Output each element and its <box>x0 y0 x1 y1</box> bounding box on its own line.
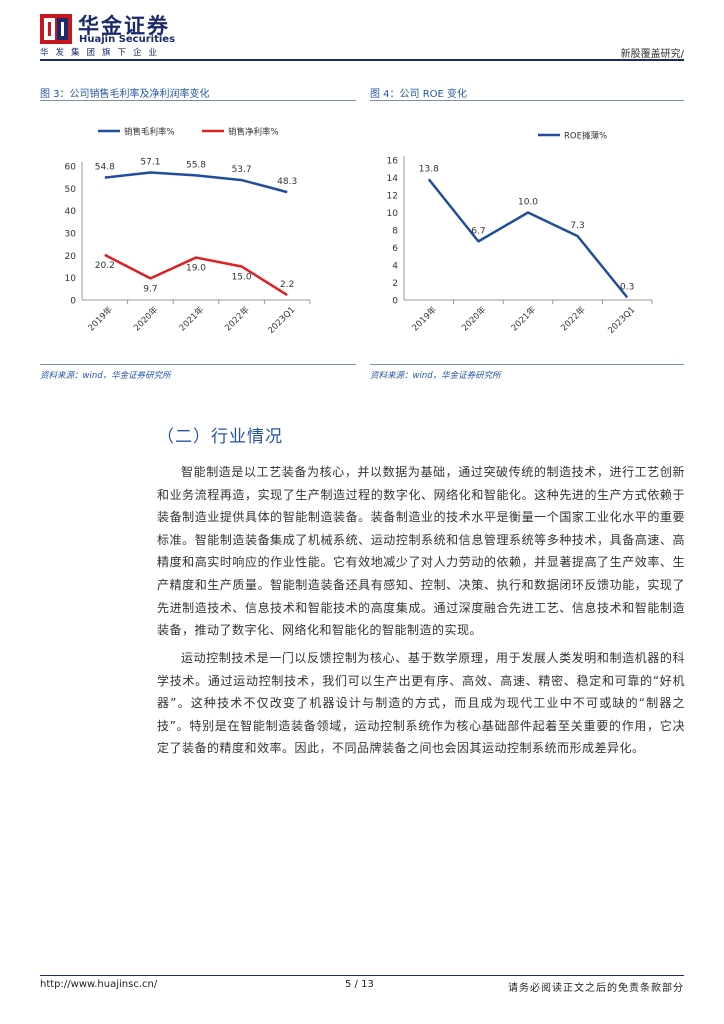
figure-4-caption: 图 4：公司 ROE 变化 <box>370 89 468 100</box>
footer-divider <box>40 975 684 976</box>
data-label: 48.3 <box>277 177 297 187</box>
series-line-1 <box>104 253 288 297</box>
series-line-0 <box>104 171 288 194</box>
y-tick-label: 6 <box>392 244 398 254</box>
x-tick-label: 2023Q1 <box>266 305 297 336</box>
legend-label-0: 销售毛利率% <box>124 127 175 138</box>
data-label: 20.2 <box>95 261 115 271</box>
y-tick-label: 2 <box>392 279 398 289</box>
x-tick-label: 2019年 <box>86 304 115 333</box>
y-tick-label: 10 <box>65 274 77 284</box>
y-tick-label: 16 <box>387 157 399 167</box>
data-label: 57.1 <box>140 157 160 167</box>
x-tick-label: 2023Q1 <box>606 305 637 336</box>
y-tick-label: 20 <box>65 252 77 262</box>
paragraph-2: 运动控制技术是一门以反馈控制为核心、基于数学原理，用于发展人类发明和制造机器的科… <box>157 651 685 756</box>
figure-4-rule <box>370 100 684 101</box>
y-tick-label: 60 <box>65 163 77 173</box>
figure-4-source-rule <box>370 364 684 365</box>
y-tick-label: 0 <box>70 297 76 307</box>
data-label: 6.7 <box>471 226 485 236</box>
figure-3-source-rule <box>40 364 356 365</box>
brand-slogan: 华发集团旗下企业 <box>40 48 165 58</box>
huajin-logo-icon <box>40 14 72 44</box>
data-label: 55.8 <box>186 160 206 170</box>
disclaimer-note: 请务必阅读正文之后的免责条款部分 <box>508 983 684 994</box>
data-label: 13.8 <box>419 164 439 174</box>
y-tick-label: 14 <box>387 174 399 184</box>
y-tick-label: 8 <box>392 227 398 237</box>
data-label: 7.3 <box>570 221 584 231</box>
data-label: 54.8 <box>95 163 115 173</box>
brand-name-en: Huajin Securities <box>79 34 176 45</box>
y-tick-label: 30 <box>65 230 77 240</box>
brand-name-cn: 华金证券 <box>78 14 170 38</box>
data-label: 19.0 <box>186 264 206 274</box>
y-tick-label: 50 <box>65 185 77 195</box>
x-tick-label: 2019年 <box>410 304 439 333</box>
y-tick-label: 0 <box>392 297 398 307</box>
data-label: 9.7 <box>143 284 157 294</box>
data-label: 2.2 <box>280 280 294 290</box>
data-label: 15.0 <box>232 273 252 283</box>
series-line-0 <box>427 178 629 299</box>
section-title: （二）行业情况 <box>157 427 283 447</box>
data-label: 53.7 <box>232 165 252 175</box>
x-tick-label: 2021年 <box>509 304 538 333</box>
roe-line-chart: ROE摊薄% 0 2 4 6 8 10 12 14 16 2019年 2020年 2021年 2022年… <box>387 131 653 336</box>
figure-4-source: 资料来源：wind，华金证券研究所 <box>370 371 501 381</box>
y-tick-label: 4 <box>392 262 398 272</box>
x-tick-label: 2022年 <box>559 304 588 333</box>
footer-website-link[interactable]: http://www.huajinsc.cn/ <box>40 979 158 990</box>
figure-3-rule <box>40 100 356 101</box>
x-tick-label: 2022年 <box>223 304 252 333</box>
figure-3-source: 资料来源：wind，华金证券研究所 <box>40 371 171 381</box>
margin-line-chart: 销售毛利率% 销售净利率% 0 10 20 30 40 50 60 2019年 2020年 2021… <box>65 127 311 336</box>
page-number: 5 / 13 <box>345 979 374 990</box>
legend-label-1: 销售净利率% <box>228 127 279 138</box>
x-tick-label: 2020年 <box>131 304 160 333</box>
legend-label-0: ROE摊薄% <box>564 131 607 142</box>
paragraph-1: 智能制造是以工艺装备为核心，并以数据为基础，通过突破传统的制造技术，进行工艺创新… <box>157 465 685 638</box>
report-type: 新股覆盖研究/ <box>620 49 684 60</box>
x-tick-label: 2020年 <box>459 304 488 333</box>
data-label: 0.3 <box>620 282 634 292</box>
header-divider <box>40 59 684 61</box>
data-label: 10.0 <box>518 198 538 208</box>
x-tick-label: 2021年 <box>177 304 206 333</box>
y-tick-label: 12 <box>387 192 398 202</box>
y-tick-label: 10 <box>387 209 399 219</box>
y-tick-label: 40 <box>65 207 77 217</box>
figure-3-caption: 图 3：公司销售毛利率及净利润率变化 <box>40 89 210 100</box>
